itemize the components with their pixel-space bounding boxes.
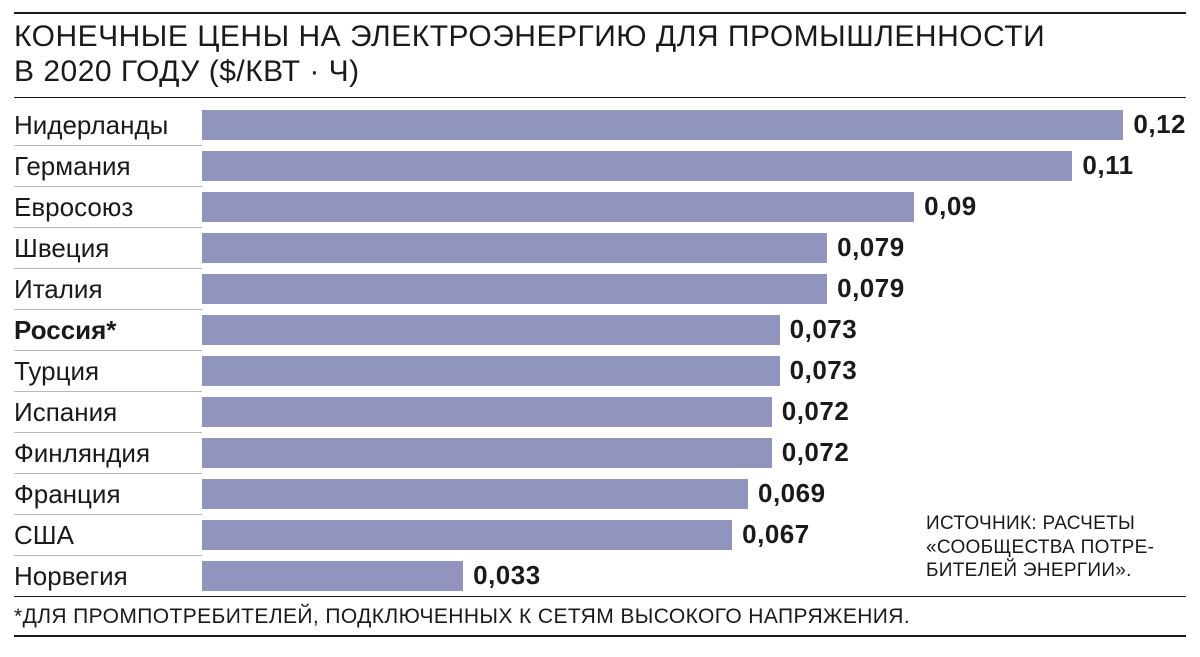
bar-cell: 0,12 — [202, 104, 1186, 145]
title-line-1: КОНЕЧНЫЕ ЦЕНЫ НА ЭЛЕКТРОЭНЕРГИЮ ДЛЯ ПРОМ… — [14, 20, 1045, 53]
bar-value: 0,072 — [772, 437, 850, 468]
footnote: *ДЛЯ ПРОМПОТРЕБИТЕЛЕЙ, ПОДКЛЮЧЕННЫХ К СЕ… — [14, 597, 1186, 635]
country-label: Финляндия — [14, 432, 202, 473]
country-label: Швеция — [14, 227, 202, 268]
bar-value: 0,073 — [780, 314, 858, 345]
bar-value: 0,09 — [914, 191, 977, 222]
bar — [202, 356, 780, 386]
bar — [202, 479, 748, 509]
bar-cell: 0,072 — [202, 432, 1186, 473]
bar-value: 0,067 — [732, 519, 810, 550]
bar-cell: 0,09 — [202, 186, 1186, 227]
table-row: Нидерланды 0,12 — [14, 104, 1186, 145]
bar-value: 0,079 — [827, 232, 905, 263]
bar — [202, 233, 827, 263]
bar-value: 0,079 — [827, 273, 905, 304]
bar-cell: 0,11 — [202, 145, 1186, 186]
title-line-2: В 2020 ГОДУ ($/КВТ · Ч) — [14, 55, 360, 88]
country-label: Норвегия — [14, 555, 202, 596]
bar-value: 0,11 — [1072, 150, 1133, 181]
bar — [202, 110, 1123, 140]
bar-cell: 0,079 — [202, 268, 1186, 309]
table-row: Турция 0,073 — [14, 350, 1186, 391]
table-row: Испания 0,072 — [14, 391, 1186, 432]
bar-value: 0,072 — [772, 396, 850, 427]
table-row: Германия 0,11 — [14, 145, 1186, 186]
country-label: Россия* — [14, 309, 202, 350]
bar — [202, 438, 772, 468]
country-label: Евросоюз — [14, 186, 202, 227]
country-label: Италия — [14, 268, 202, 309]
bar-cell: 0,073 — [202, 350, 1186, 391]
country-label: Германия — [14, 145, 202, 186]
bar-value: 0,12 — [1123, 109, 1186, 140]
bar-cell: 0,072 — [202, 391, 1186, 432]
bar-value: 0,073 — [780, 355, 858, 386]
country-label: Турция — [14, 350, 202, 391]
bar — [202, 315, 780, 345]
table-row: Италия 0,079 — [14, 268, 1186, 309]
table-row: Финляндия 0,072 — [14, 432, 1186, 473]
bar-value: 0,033 — [463, 560, 541, 591]
table-row: Россия* 0,073 — [14, 309, 1186, 350]
table-row: Франция 0,069 — [14, 473, 1186, 514]
bottom-rule — [14, 635, 1186, 637]
bar — [202, 520, 732, 550]
bar-cell: 0,069 — [202, 473, 1186, 514]
bar — [202, 397, 772, 427]
source-citation: ИСТОЧНИК: РАСЧЕТЫ «СООБЩЕСТВА ПОТРЕ­БИТЕ… — [926, 512, 1186, 583]
bar-value: 0,069 — [748, 478, 826, 509]
bar-cell: 0,079 — [202, 227, 1186, 268]
country-label: США — [14, 514, 202, 555]
country-label: Франция — [14, 473, 202, 514]
bar — [202, 151, 1072, 181]
table-row: Евросоюз 0,09 — [14, 186, 1186, 227]
bar — [202, 192, 914, 222]
bar — [202, 561, 463, 591]
country-label: Испания — [14, 391, 202, 432]
chart-title: КОНЕЧНЫЕ ЦЕНЫ НА ЭЛЕКТРОЭНЕРГИЮ ДЛЯ ПРОМ… — [14, 14, 1186, 97]
bar-cell: 0,073 — [202, 309, 1186, 350]
table-row: Швеция 0,079 — [14, 227, 1186, 268]
country-label: Нидерланды — [14, 104, 202, 145]
bar — [202, 274, 827, 304]
